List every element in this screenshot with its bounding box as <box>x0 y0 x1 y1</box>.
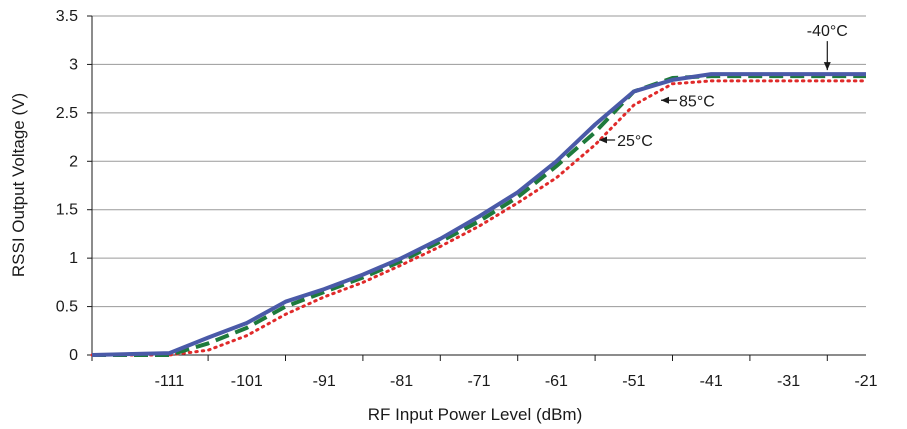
x-tick-label: -81 <box>390 373 413 390</box>
x-tick-label: -21 <box>854 373 877 390</box>
x-tick-label: -61 <box>545 373 568 390</box>
x-tick-label: -41 <box>700 373 723 390</box>
x-tick-label: -31 <box>777 373 800 390</box>
annotation-label: -40°C <box>807 23 848 40</box>
x-tick-label: -91 <box>313 373 336 390</box>
y-tick-label: 1.5 <box>56 202 78 219</box>
series-line-2 <box>90 79 868 357</box>
x-tick-label: -111 <box>155 373 185 390</box>
x-tick-label: -101 <box>231 373 263 390</box>
y-tick-label: 0 <box>69 347 78 364</box>
y-tick-label: 2.5 <box>56 105 78 122</box>
gridlines <box>92 15 866 308</box>
series-annotations: -40°C 85°C 25°C <box>599 23 848 150</box>
annotation-label: 85°C <box>679 93 715 110</box>
series-line-0 <box>91 72 866 357</box>
y-tick-label: 2 <box>69 153 78 170</box>
axes: 0 0.5 1 1.5 2 2.5 3 3.5 -111 -101 -91 -81 -71 -61 -51 -… <box>56 8 878 390</box>
y-axis-title: RSSI Output Voltage (V) <box>9 93 28 277</box>
x-tick-label: -51 <box>622 373 645 390</box>
y-tick-label: 1 <box>69 250 78 267</box>
series-lines <box>90 72 868 357</box>
y-tick-label: 3 <box>69 56 78 73</box>
x-tick-label: -71 <box>467 373 490 390</box>
y-tick-label: 0.5 <box>56 299 78 316</box>
annotation-label: 25°C <box>617 133 653 150</box>
x-axis-title: RF Input Power Level (dBm) <box>368 405 582 424</box>
y-tick-label: 3.5 <box>56 8 78 25</box>
